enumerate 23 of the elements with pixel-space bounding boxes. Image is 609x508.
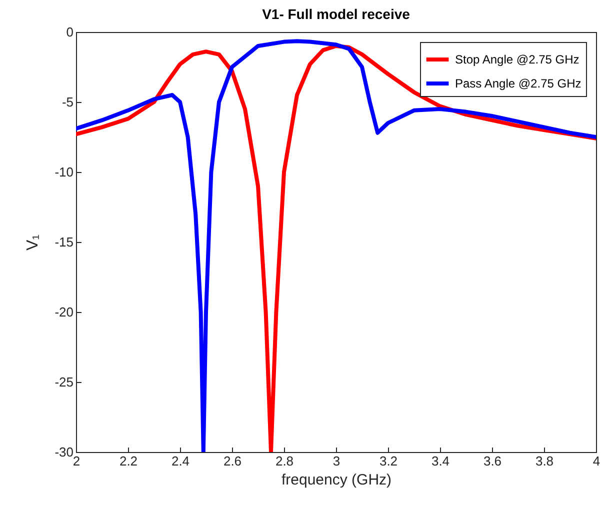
y-tick-label: -15 xyxy=(54,234,74,250)
x-tick-label: 3 xyxy=(332,454,340,468)
x-tick-label: 3.6 xyxy=(483,454,502,468)
x-tick-label: 2 xyxy=(72,454,80,468)
y-tick-label: 0 xyxy=(66,24,74,40)
x-axis-title: frequency (GHz) xyxy=(281,472,392,488)
x-tick-label: 2.2 xyxy=(119,454,138,468)
y-tick-label: -20 xyxy=(54,304,74,320)
x-tick-label: 2.6 xyxy=(223,454,242,468)
y-tick-label: -30 xyxy=(54,444,74,460)
x-tick-label: 2.4 xyxy=(171,454,190,468)
y-axis-title: V₁ xyxy=(24,234,42,251)
chart-title: V1- Full model receive xyxy=(262,6,410,22)
x-tick-label: 3.2 xyxy=(379,454,398,468)
legend-label: Stop Angle @2.75 GHz xyxy=(455,52,580,66)
y-tick-label: -10 xyxy=(54,164,74,180)
y-tick-label: -25 xyxy=(54,374,74,390)
x-tick-label: 4 xyxy=(592,454,600,468)
legend-label: Pass Angle @2.75 GHz xyxy=(455,76,582,90)
y-tick-label: -5 xyxy=(62,94,74,110)
x-tick-label: 3.8 xyxy=(535,454,554,468)
x-tick-label: 2.8 xyxy=(275,454,294,468)
x-tick-label: 3.4 xyxy=(431,454,450,468)
